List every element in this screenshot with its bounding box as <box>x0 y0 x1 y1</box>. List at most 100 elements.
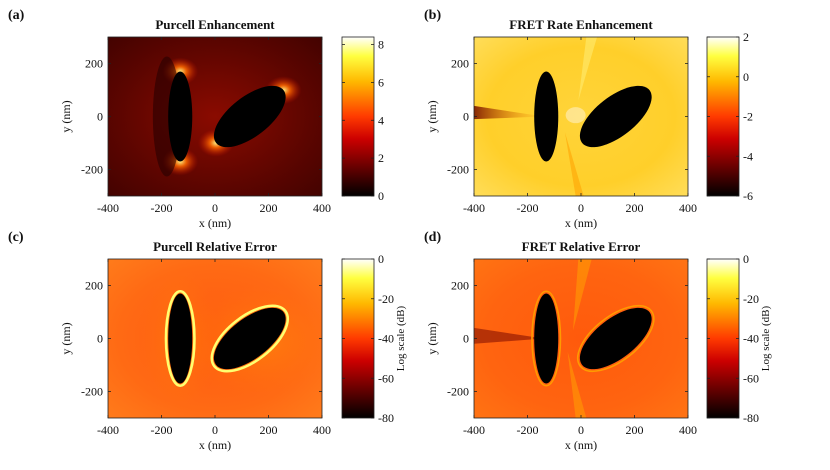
colorbar-tick-label: -40 <box>743 332 759 346</box>
colorbar: -80 -60 -40 -20 0 Log scale (dB) <box>341 252 407 425</box>
panel-a: -400 -200 0 200 400 -200 0 200 (a) Purcell Enhanc… <box>8 8 384 230</box>
x-tick-label: -400 <box>463 201 485 215</box>
nanoparticle-1 <box>534 293 559 384</box>
heatmap <box>108 259 322 418</box>
heatmap <box>474 259 688 418</box>
panel-label: (a) <box>8 8 25 23</box>
field-ray <box>564 132 584 196</box>
particle-edge <box>576 304 655 373</box>
particle-edge <box>164 289 196 388</box>
nanoparticle-2 <box>213 85 286 148</box>
y-tick-label: 200 <box>85 279 103 293</box>
colorbar-tick-label: 2 <box>378 151 384 165</box>
heatmap-background <box>108 37 322 196</box>
colorbar-gradient <box>341 258 375 419</box>
colorbar-tick-label: -40 <box>378 332 394 346</box>
y-axis-label: y (nm) <box>425 100 439 132</box>
x-tick-label: 400 <box>679 423 697 437</box>
y-axis-label: y (nm) <box>59 322 73 354</box>
x-tick-label: 200 <box>626 201 644 215</box>
colorbar-tick-label: -6 <box>743 189 753 203</box>
y-tick-label: -200 <box>81 163 103 177</box>
field-ray <box>578 37 598 101</box>
colorbar-gradient <box>706 36 740 197</box>
colorbar-tick-label: -80 <box>378 411 394 425</box>
colorbar-tick-label: -60 <box>743 371 759 385</box>
x-tick-label: -200 <box>151 423 173 437</box>
colorbar: -80 -60 -40 -20 0 Log scale (dB) <box>706 252 772 425</box>
x-tick-label: -200 <box>151 201 173 215</box>
colorbar-tick-label: 0 <box>378 252 384 266</box>
x-tick-label: 200 <box>260 201 278 215</box>
field-hotspot <box>565 107 586 124</box>
colorbar-tick-label: 2 <box>743 30 749 44</box>
panel-title: FRET Relative Error <box>522 239 641 254</box>
x-tick-label: 400 <box>313 201 331 215</box>
colorbar-tick-label: -2 <box>743 110 753 124</box>
nanoparticle-2 <box>213 307 286 370</box>
field-dark-ray <box>474 105 544 120</box>
panel-title: Purcell Relative Error <box>153 239 277 254</box>
colorbar-tick-label: 4 <box>378 113 384 127</box>
panel-label: (b) <box>424 8 441 23</box>
colorbar-tick-label: -4 <box>743 149 753 163</box>
y-tick-label: -200 <box>81 385 103 399</box>
x-tick-label: 200 <box>626 423 644 437</box>
panel-label: (c) <box>8 230 24 245</box>
x-tick-label: -400 <box>97 201 119 215</box>
colorbar-tick-label: 6 <box>378 75 384 89</box>
field-ray <box>567 351 587 418</box>
y-tick-label: 200 <box>85 57 103 71</box>
colorbar-tick-label: 0 <box>743 70 749 84</box>
x-axis-label: x (nm) <box>565 438 597 452</box>
y-tick-label: 200 <box>451 57 469 71</box>
nanoparticle-2 <box>579 307 652 370</box>
x-tick-label: 200 <box>260 423 278 437</box>
colorbar: -6 -4 -2 0 2 <box>706 30 753 203</box>
x-axis-label: x (nm) <box>199 216 231 230</box>
y-tick-label: 0 <box>463 110 469 124</box>
y-tick-label: 0 <box>97 332 103 346</box>
nanoparticle-1 <box>534 71 559 162</box>
panel-title: FRET Rate Enhancement <box>509 17 653 32</box>
y-axis-label: y (nm) <box>425 322 439 354</box>
y-tick-label: 200 <box>451 279 469 293</box>
nanoparticle-2 <box>579 85 652 148</box>
nanoparticle-1 <box>168 71 193 162</box>
colorbar-label: Log scale (dB) <box>395 305 407 371</box>
colorbar-tick-label: -20 <box>378 292 394 306</box>
y-tick-label: 0 <box>463 332 469 346</box>
x-tick-label: 0 <box>578 423 584 437</box>
y-tick-label: -200 <box>447 385 469 399</box>
y-tick-label: 0 <box>97 110 103 124</box>
colorbar-tick-label: -20 <box>743 292 759 306</box>
heatmap <box>474 37 688 196</box>
x-tick-label: -400 <box>97 423 119 437</box>
particle-edge <box>531 290 562 387</box>
colorbar-tick-label: -80 <box>743 411 759 425</box>
x-axis-label: x (nm) <box>565 216 597 230</box>
colorbar-gradient <box>706 258 740 419</box>
x-tick-label: 0 <box>212 201 218 215</box>
x-axis-label: x (nm) <box>199 438 231 452</box>
x-tick-label: 400 <box>679 201 697 215</box>
y-axis-label: y (nm) <box>59 100 73 132</box>
colorbar-tick-label: 8 <box>378 38 384 52</box>
colorbar-gradient <box>341 36 375 197</box>
field-ray <box>572 259 592 331</box>
nanoparticle-1 <box>168 293 193 384</box>
panel-label: (d) <box>424 230 441 245</box>
x-tick-label: 0 <box>212 423 218 437</box>
colorbar-tick-label: -60 <box>378 371 394 385</box>
colorbar-tick-label: 0 <box>378 189 384 203</box>
field-dark-ray <box>474 327 544 344</box>
x-tick-label: 400 <box>313 423 331 437</box>
x-tick-label: -200 <box>517 201 539 215</box>
panel-title: Purcell Enhancement <box>155 17 275 32</box>
particle-edge <box>210 304 290 373</box>
x-tick-label: 0 <box>578 201 584 215</box>
panel-b: -400 -200 0 200 400 -200 0 200 (b) FRET Rate Enha… <box>424 8 753 230</box>
